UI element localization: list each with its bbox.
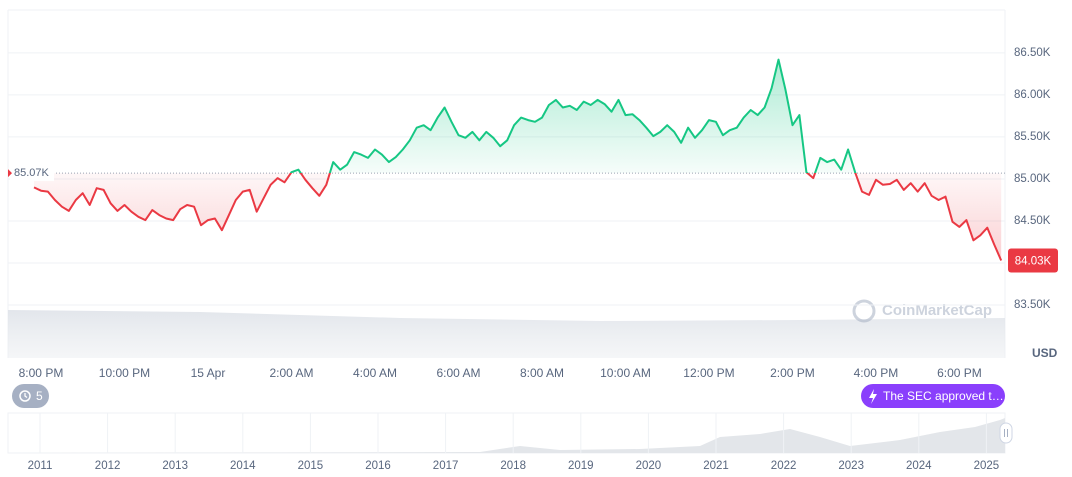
navigator-year-label: 2014 xyxy=(230,460,256,472)
area-fill xyxy=(34,59,1002,261)
navigator-year-label: 2025 xyxy=(974,460,1000,472)
event-pill[interactable]: The SEC approved t… xyxy=(861,384,1005,408)
y-unit: USD xyxy=(1032,346,1058,360)
navigator-year-label: 2020 xyxy=(636,460,662,472)
price-line xyxy=(33,58,1003,261)
y-tick-label: 84.50K xyxy=(1014,215,1051,227)
navigator-year-label: 2013 xyxy=(162,460,188,472)
x-tick-label: 10:00 AM xyxy=(600,366,651,380)
x-tick-label: 10:00 PM xyxy=(99,366,150,380)
x-tick-label: 6:00 PM xyxy=(937,366,982,380)
x-tick-label: 12:00 PM xyxy=(683,366,734,380)
watermark: CoinMarketCap xyxy=(852,299,992,323)
event-label[interactable]: The SEC approved t… xyxy=(883,389,1004,403)
plot: 83.50K84.00K84.50K85.00K85.50K86.00K86.5… xyxy=(8,47,1058,380)
watermark-text: CoinMarketCap xyxy=(882,302,992,319)
history-icon xyxy=(19,390,31,402)
navigator-year-label: 2024 xyxy=(906,460,932,472)
y-tick-label: 86.00K xyxy=(1014,89,1051,101)
volume-band xyxy=(8,310,1005,358)
navigator-year-label: 2019 xyxy=(568,460,594,472)
x-tick-label: 6:00 AM xyxy=(436,366,480,380)
navigator-year-label: 2023 xyxy=(838,460,864,472)
y-tick-label: 86.50K xyxy=(1014,47,1051,59)
y-tick-label: 85.50K xyxy=(1014,131,1051,143)
history-icon-hand xyxy=(24,393,28,399)
navigator-handle[interactable] xyxy=(999,422,1013,444)
x-tick-label: 15 Apr xyxy=(191,366,226,380)
current-price-badge xyxy=(1008,248,1058,273)
event-pill-bg[interactable] xyxy=(861,384,1005,408)
navigator-axis: 2011 2012 2013 2014 2015 2016 2017 2018 2019 2020… xyxy=(28,413,1000,472)
navigator-year-label: 2012 xyxy=(95,460,121,472)
baseline-label-bg xyxy=(10,165,54,182)
baseline-label: 85.07K xyxy=(14,167,50,179)
navigator-year-label: 2018 xyxy=(500,460,526,472)
x-tick-label: 2:00 AM xyxy=(269,366,313,380)
bolt-icon xyxy=(869,389,877,404)
current-price-label: 84.03K xyxy=(1015,256,1052,268)
navigator-year-label: 2011 xyxy=(28,460,53,472)
navigator-year-label: 2021 xyxy=(703,460,729,472)
x-tick-label: 4:00 AM xyxy=(353,366,397,380)
navigator-year-label: 2017 xyxy=(433,460,459,472)
y-tick-label: 83.50K xyxy=(1014,299,1051,311)
navigator-year-label: 2016 xyxy=(365,460,391,472)
x-tick-label: 8:00 PM xyxy=(19,366,64,380)
baseline-marker xyxy=(8,169,12,178)
navigator-year-label: 2022 xyxy=(771,460,797,472)
x-tick-label: 4:00 PM xyxy=(854,366,899,380)
events-badge[interactable]: 5 xyxy=(12,384,49,408)
navigator-year-label: 2015 xyxy=(298,460,324,472)
x-tick-label: 8:00 AM xyxy=(520,366,564,380)
navigator-area xyxy=(8,418,1005,453)
y-tick-label: 85.00K xyxy=(1014,173,1051,185)
events-count[interactable]: 5 xyxy=(36,389,43,403)
x-tick-label: 2:00 PM xyxy=(770,366,815,380)
